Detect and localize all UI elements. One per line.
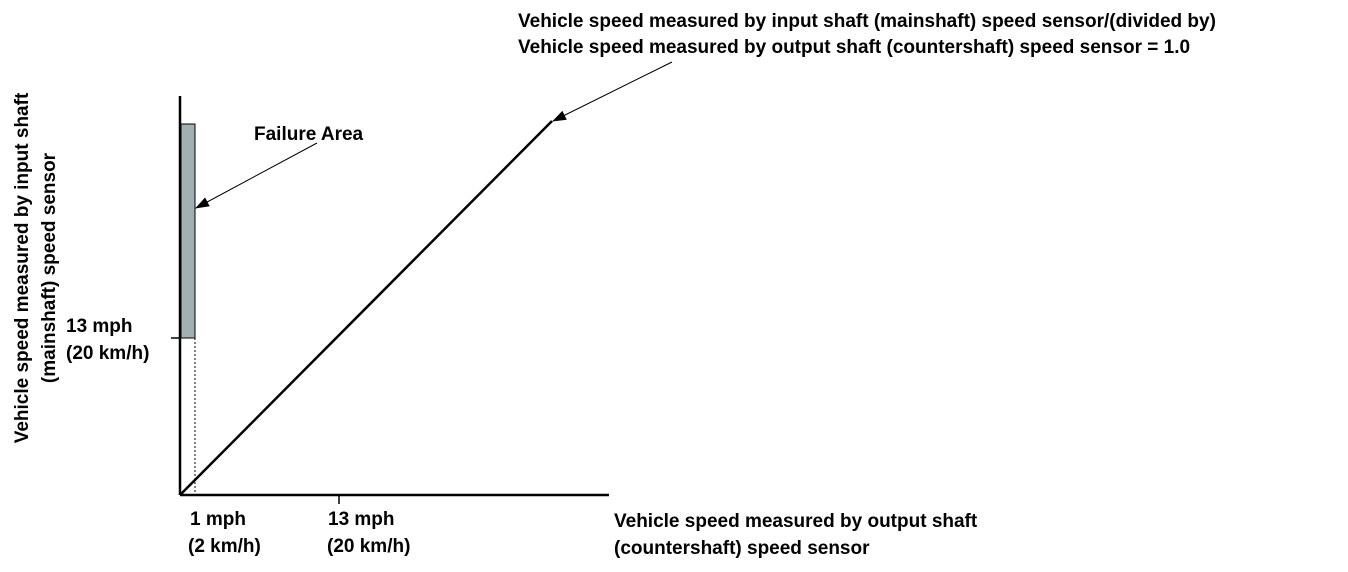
x-tick-20kmh-label: (20 km/h) <box>327 536 411 557</box>
y-axis-title-line2: (mainshaft) speed sensor <box>39 152 60 384</box>
ratio-annotation-arrow <box>552 61 673 122</box>
y-tick-20kmh-label: (20 km/h) <box>66 343 150 364</box>
x-axis-title-line2: (countershaft) speed sensor <box>614 538 870 559</box>
x-tick-2kmh-label: (2 km/h) <box>188 536 261 557</box>
y-axis-title-line1: Vehicle speed measured by input shaft <box>12 92 33 444</box>
y-tick-13mph-label: 13 mph <box>66 316 133 337</box>
failure-area-arrow <box>195 142 318 209</box>
failure-area-label: Failure Area <box>254 124 364 145</box>
ratio-annotation-line1: Vehicle speed measured by input shaft (m… <box>518 11 1216 32</box>
x-tick-1mph-label: 1 mph <box>190 509 246 530</box>
x-axis-title-line1: Vehicle speed measured by output shaft <box>614 511 978 532</box>
ratio-annotation-line2: Vehicle speed measured by output shaft (… <box>518 37 1191 58</box>
ratio-one-line <box>180 120 553 495</box>
failure-area-region <box>180 123 196 339</box>
x-tick-13mph-label: 13 mph <box>328 509 395 530</box>
